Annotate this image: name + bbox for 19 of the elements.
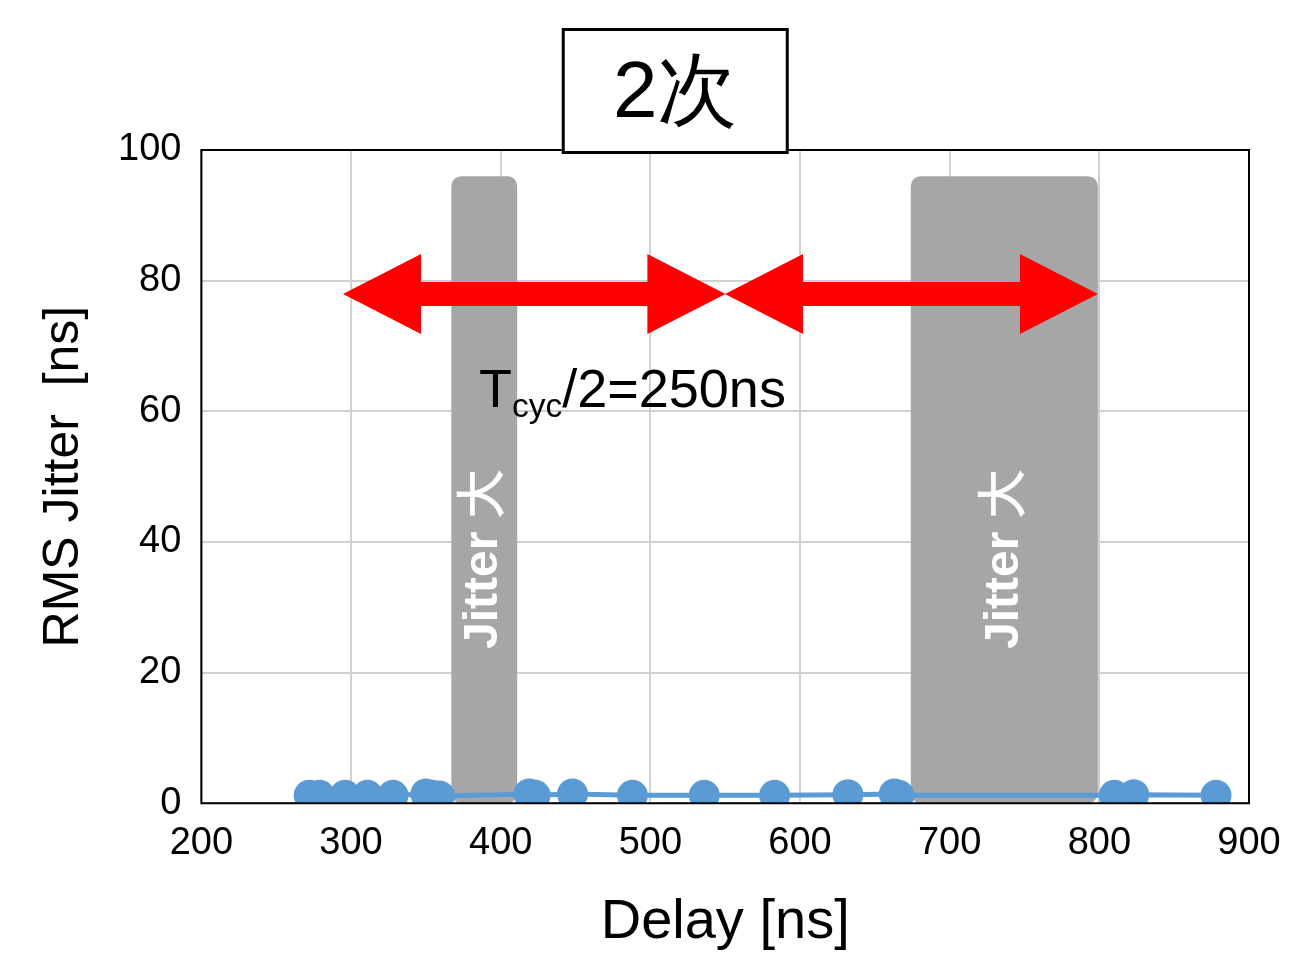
x-axis-title: Delay [ns] — [600, 886, 850, 950]
x-tick-label: 700 — [917, 820, 982, 863]
x-tick-label: 900 — [1217, 820, 1281, 863]
y-tick-label: 100 — [118, 126, 182, 169]
y-tick-label: 40 — [139, 518, 182, 561]
x-tick-label: 200 — [169, 820, 234, 863]
y-tick-label: 60 — [139, 387, 182, 430]
y-tick-label: 20 — [139, 649, 182, 692]
y-tick-label: 80 — [139, 257, 182, 300]
chart-title: 2次 — [561, 28, 789, 154]
y-axis-title: RMS Jitter [ns] — [32, 305, 89, 648]
x-tick-label: 400 — [469, 820, 533, 863]
y-tick-label: 0 — [160, 779, 182, 822]
x-tick-label: 500 — [618, 820, 683, 863]
x-tick-label: 300 — [319, 820, 383, 863]
band-label: Jitter 大 — [454, 470, 508, 650]
x-tick-label: 800 — [1067, 820, 1132, 863]
x-tick-label: 600 — [768, 820, 832, 863]
band-label: Jitter 大 — [974, 470, 1028, 650]
